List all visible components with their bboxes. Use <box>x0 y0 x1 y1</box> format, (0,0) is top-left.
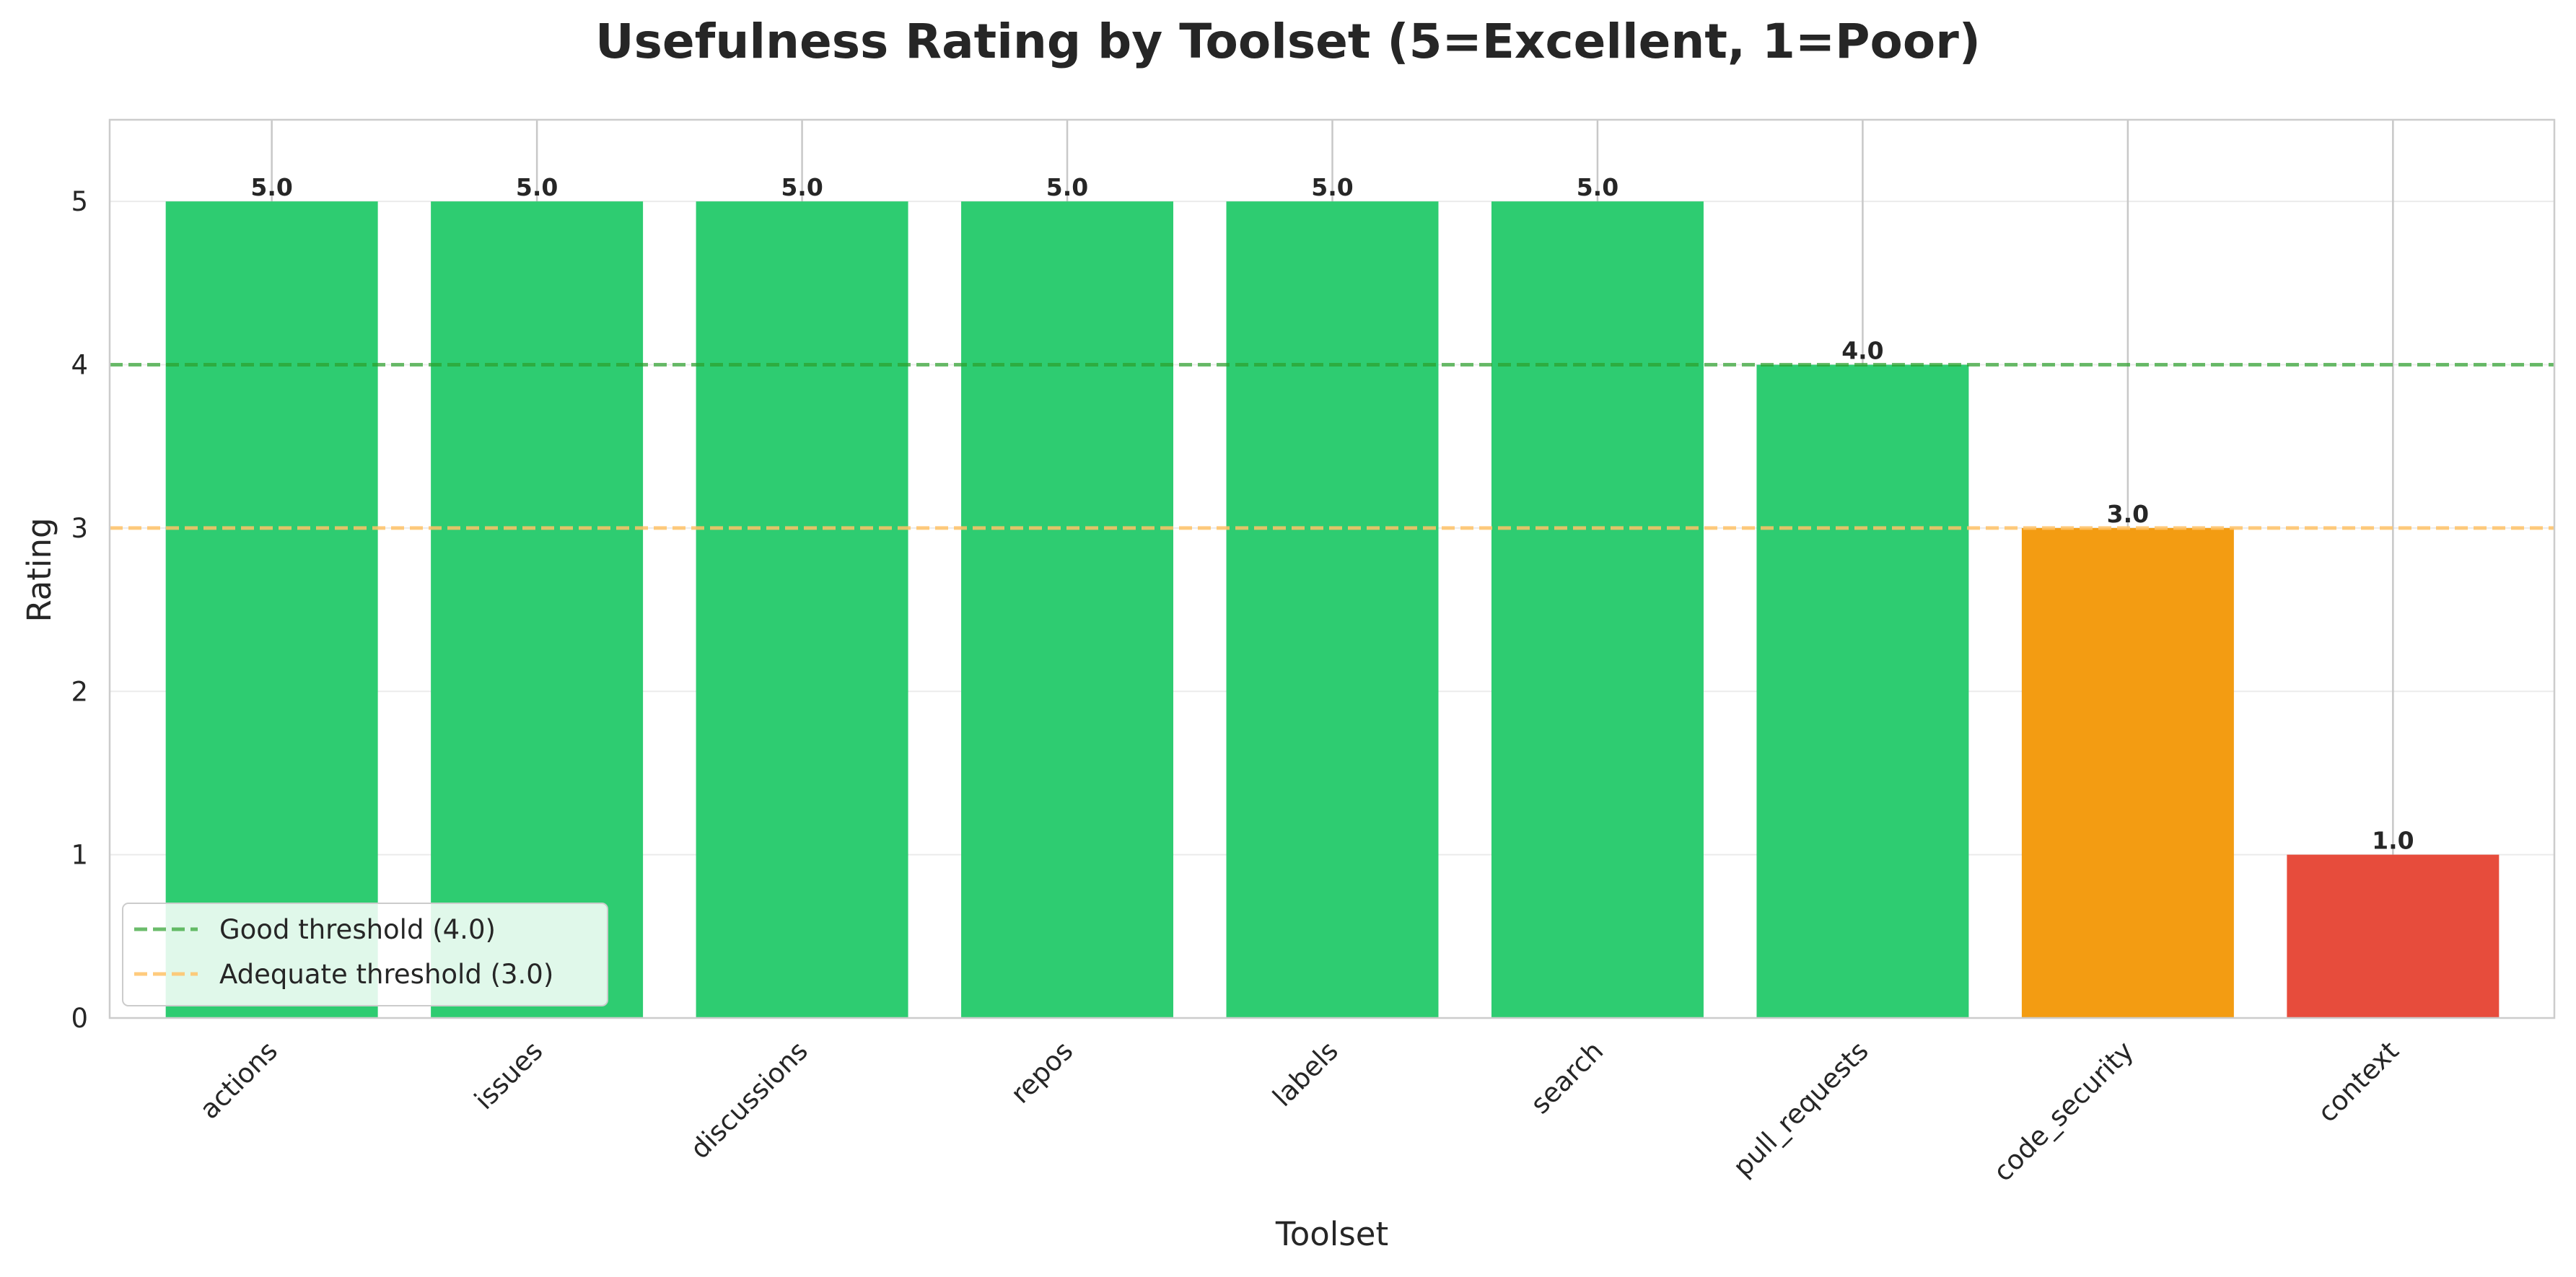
legend: Good threshold (4.0) Adequate threshold … <box>122 903 608 1006</box>
x-axis-label: Toolset <box>1275 1215 1388 1253</box>
x-tick-label: pull_requests <box>1727 1035 1874 1182</box>
legend-label-good: Good threshold (4.0) <box>219 914 496 945</box>
y-tick-label: 1 <box>71 840 88 871</box>
bar-label-layer: 5.0 5.0 5.0 5.0 5.0 5.0 4.0 3.0 1.0 <box>250 173 2414 854</box>
plot-frame <box>108 118 2556 1019</box>
bar-layer <box>165 201 2500 1019</box>
bar-search <box>1491 201 1704 1018</box>
bar-labels <box>1226 201 1439 1018</box>
chart-title: Usefulness Rating by Toolset (5=Excellen… <box>595 14 1981 69</box>
bar-context <box>2287 854 2500 1018</box>
x-tick-label: repos <box>1004 1035 1079 1110</box>
y-tick-label: 4 <box>71 350 88 381</box>
y-tick-labels: 0 1 2 3 4 5 <box>71 186 88 1034</box>
bar-value-label: 4.0 <box>1841 337 1883 365</box>
reference-line-layer <box>110 363 2554 530</box>
y-tick-label: 2 <box>71 676 88 707</box>
bar-value-label: 5.0 <box>1577 173 1618 201</box>
x-tick-label: actions <box>193 1035 284 1125</box>
bar-value-label: 1.0 <box>2372 827 2414 855</box>
y-tick-label: 3 <box>71 513 88 544</box>
x-tick-label: code_security <box>1987 1035 2139 1188</box>
legend-box <box>122 903 608 1006</box>
bar-issues <box>431 201 644 1018</box>
bar-pull_requests <box>1756 364 1969 1019</box>
legend-label-adequate: Adequate threshold (3.0) <box>219 959 553 990</box>
x-tick-label: context <box>2312 1035 2405 1128</box>
bar-value-label: 5.0 <box>1311 173 1353 201</box>
bar-discussions <box>696 201 908 1018</box>
bar-value-label: 5.0 <box>1046 173 1088 201</box>
x-tick-label: search <box>1525 1035 1609 1120</box>
x-tick-labels: actions issues discussions repos labels searc… <box>193 1035 2404 1188</box>
bar-actions <box>165 201 378 1018</box>
y-tick-label: 0 <box>71 1003 88 1034</box>
x-tick-label: labels <box>1267 1035 1344 1113</box>
y-tick-label: 5 <box>71 186 88 217</box>
bar-value-label: 5.0 <box>516 173 558 201</box>
bar-value-label: 5.0 <box>781 173 823 201</box>
x-tick-label: issues <box>468 1035 548 1115</box>
bar-value-label: 3.0 <box>2107 500 2149 528</box>
y-axis-label: Rating <box>20 517 58 622</box>
bar-repos <box>961 201 1174 1018</box>
bar-code_security <box>2021 527 2234 1018</box>
x-tick-label: discussions <box>684 1035 814 1165</box>
bar-value-label: 5.0 <box>250 173 292 201</box>
